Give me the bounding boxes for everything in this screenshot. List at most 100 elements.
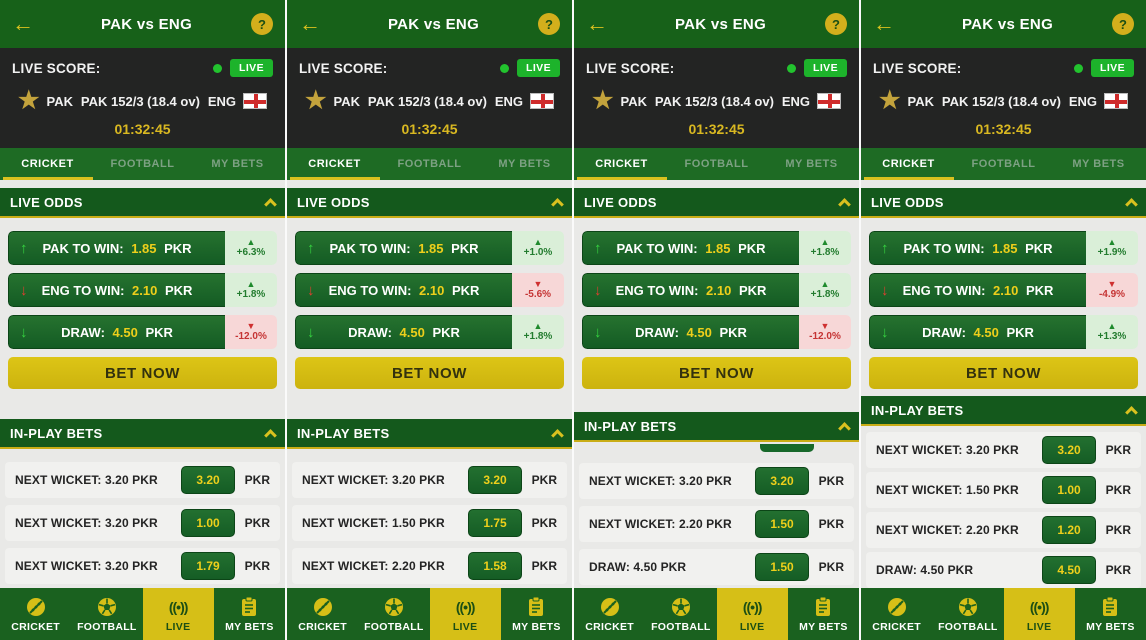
back-arrow-icon[interactable]: ← <box>12 11 34 36</box>
odds-value-button[interactable]: 3.20 <box>468 466 522 494</box>
odds-value-button[interactable]: 1.75 <box>468 509 522 537</box>
tab-football[interactable]: FOOTBALL <box>684 158 749 170</box>
bet-now-button[interactable]: BET NOW <box>869 357 1138 389</box>
odds-value-button[interactable]: 3.20 <box>1042 436 1096 464</box>
help-icon[interactable]: ? <box>1112 13 1134 35</box>
scroll-content[interactable]: LIVE ODDS PAK TO WIN: 1.85 PKR +6.3% ENG… <box>0 180 285 588</box>
live-odds-section-header[interactable]: LIVE ODDS <box>287 188 572 218</box>
odds-value-button[interactable]: 1.58 <box>468 552 522 580</box>
tab-cricket[interactable]: CRICKET <box>308 158 361 170</box>
odds-row[interactable]: PAK TO WIN: 1.85 PKR +1.8% <box>582 231 851 265</box>
back-arrow-icon[interactable]: ← <box>586 11 608 36</box>
odds-row[interactable]: ENG TO WIN: 2.10 PKR -5.6% <box>295 273 564 307</box>
in-play-row[interactable]: DRAW: 4.50 PKR 4.50 PKR <box>866 552 1141 588</box>
in-play-row[interactable]: NEXT WICKET: 3.20 PKR 1.00 PKR <box>5 505 280 541</box>
odds-button[interactable]: ENG TO WIN: 2.10 PKR <box>582 273 799 307</box>
bet-now-button[interactable]: BET NOW <box>582 357 851 389</box>
nav-item-my-bets[interactable]: MY BETS <box>214 588 285 640</box>
nav-item-my-bets[interactable]: MY BETS <box>501 588 572 640</box>
nav-item-football[interactable]: FOOTBALL <box>932 588 1003 640</box>
odds-row[interactable]: DRAW: 4.50 PKR -12.0% <box>582 315 851 349</box>
live-odds-section-header[interactable]: LIVE ODDS <box>574 188 859 218</box>
odds-button[interactable]: PAK TO WIN: 1.85 PKR <box>295 231 512 265</box>
in-play-row[interactable]: DRAW: 4.50 PKR 1.50 PKR <box>579 549 854 585</box>
odds-row[interactable]: ENG TO WIN: 2.10 PKR +1.8% <box>8 273 277 307</box>
bet-now-button[interactable]: BET NOW <box>295 357 564 389</box>
in-play-row[interactable]: NEXT WICKET: 1.50 PKR 1.00 PKR <box>866 472 1141 508</box>
tab-cricket[interactable]: CRICKET <box>595 158 648 170</box>
odds-row[interactable]: DRAW: 4.50 PKR +1.8% <box>295 315 564 349</box>
tab-football[interactable]: FOOTBALL <box>110 158 175 170</box>
odds-value-button[interactable]: 1.50 <box>755 553 809 581</box>
partial-odds-button[interactable] <box>760 444 814 452</box>
odds-value-button[interactable]: 1.00 <box>1042 476 1096 504</box>
odds-row[interactable]: ENG TO WIN: 2.10 PKR -4.9% <box>869 273 1138 307</box>
scroll-content[interactable]: LIVE ODDS PAK TO WIN: 1.85 PKR +1.9% ENG… <box>861 180 1146 588</box>
odds-row[interactable]: PAK TO WIN: 1.85 PKR +1.0% <box>295 231 564 265</box>
nav-item-football[interactable]: FOOTBALL <box>71 588 142 640</box>
odds-button[interactable]: DRAW: 4.50 PKR <box>295 315 512 349</box>
odds-row[interactable]: PAK TO WIN: 1.85 PKR +6.3% <box>8 231 277 265</box>
nav-item-cricket[interactable]: CRICKET <box>861 588 932 640</box>
scroll-content[interactable]: LIVE ODDS PAK TO WIN: 1.85 PKR +1.8% ENG… <box>574 180 859 588</box>
scroll-content[interactable]: LIVE ODDS PAK TO WIN: 1.85 PKR +1.0% ENG… <box>287 180 572 588</box>
in-play-row[interactable]: NEXT WICKET: 3.20 PKR 3.20 PKR <box>866 432 1141 468</box>
nav-item-live[interactable]: ((•)) LIVE <box>716 588 788 640</box>
nav-item-cricket[interactable]: CRICKET <box>0 588 71 640</box>
nav-item-my-bets[interactable]: MY BETS <box>1075 588 1146 640</box>
in-play-row[interactable]: NEXT WICKET: 2.20 PKR 1.20 PKR <box>866 512 1141 548</box>
nav-item-cricket[interactable]: CRICKET <box>574 588 645 640</box>
in-play-section-header[interactable]: IN-PLAY BETS <box>574 412 859 442</box>
odds-button[interactable]: DRAW: 4.50 PKR <box>582 315 799 349</box>
help-icon[interactable]: ? <box>538 13 560 35</box>
help-icon[interactable]: ? <box>251 13 273 35</box>
odds-value-button[interactable]: 3.20 <box>755 467 809 495</box>
odds-button[interactable]: DRAW: 4.50 PKR <box>869 315 1086 349</box>
odds-value-button[interactable]: 1.20 <box>1042 516 1096 544</box>
odds-row[interactable]: PAK TO WIN: 1.85 PKR +1.9% <box>869 231 1138 265</box>
nav-item-cricket[interactable]: CRICKET <box>287 588 358 640</box>
odds-value-button[interactable]: 4.50 <box>1042 556 1096 584</box>
odds-value-button[interactable]: 1.00 <box>181 509 235 537</box>
in-play-section-header[interactable]: IN-PLAY BETS <box>861 396 1146 426</box>
help-icon[interactable]: ? <box>825 13 847 35</box>
tab-cricket[interactable]: CRICKET <box>21 158 74 170</box>
tab-my-bets[interactable]: MY BETS <box>785 158 838 170</box>
in-play-row[interactable]: NEXT WICKET: 2.20 PKR 1.58 PKR <box>292 548 567 584</box>
in-play-row[interactable]: NEXT WICKET: 3.20 PKR 3.20 PKR <box>292 462 567 498</box>
nav-item-my-bets[interactable]: MY BETS <box>788 588 859 640</box>
tab-my-bets[interactable]: MY BETS <box>1072 158 1125 170</box>
tab-my-bets[interactable]: MY BETS <box>211 158 264 170</box>
nav-item-football[interactable]: FOOTBALL <box>358 588 429 640</box>
odds-value-button[interactable]: 1.50 <box>755 510 809 538</box>
odds-row[interactable]: DRAW: 4.50 PKR -12.0% <box>8 315 277 349</box>
odds-button[interactable]: PAK TO WIN: 1.85 PKR <box>582 231 799 265</box>
odds-row[interactable]: DRAW: 4.50 PKR +1.3% <box>869 315 1138 349</box>
tab-cricket[interactable]: CRICKET <box>882 158 935 170</box>
odds-row[interactable]: ENG TO WIN: 2.10 PKR +1.8% <box>582 273 851 307</box>
in-play-section-header[interactable]: IN-PLAY BETS <box>287 419 572 449</box>
nav-item-football[interactable]: FOOTBALL <box>645 588 716 640</box>
in-play-row[interactable]: NEXT WICKET: 3.20 PKR 1.79 PKR <box>5 548 280 584</box>
odds-button[interactable]: DRAW: 4.50 PKR <box>8 315 225 349</box>
tab-football[interactable]: FOOTBALL <box>397 158 462 170</box>
in-play-section-header[interactable]: IN-PLAY BETS <box>0 419 285 449</box>
in-play-row[interactable]: NEXT WICKET: 2.20 PKR 1.50 PKR <box>579 506 854 542</box>
back-arrow-icon[interactable]: ← <box>873 11 895 36</box>
odds-button[interactable]: ENG TO WIN: 2.10 PKR <box>869 273 1086 307</box>
odds-button[interactable]: PAK TO WIN: 1.85 PKR <box>8 231 225 265</box>
tab-football[interactable]: FOOTBALL <box>971 158 1036 170</box>
odds-button[interactable]: PAK TO WIN: 1.85 PKR <box>869 231 1086 265</box>
nav-item-live[interactable]: ((•)) LIVE <box>142 588 214 640</box>
tab-my-bets[interactable]: MY BETS <box>498 158 551 170</box>
odds-button[interactable]: ENG TO WIN: 2.10 PKR <box>295 273 512 307</box>
nav-item-live[interactable]: ((•)) LIVE <box>1003 588 1075 640</box>
bet-now-button[interactable]: BET NOW <box>8 357 277 389</box>
in-play-row[interactable]: NEXT WICKET: 3.20 PKR 3.20 PKR <box>5 462 280 498</box>
live-odds-section-header[interactable]: LIVE ODDS <box>0 188 285 218</box>
in-play-row[interactable]: NEXT WICKET: 3.20 PKR 3.20 PKR <box>579 463 854 499</box>
odds-value-button[interactable]: 1.79 <box>181 552 235 580</box>
in-play-row[interactable]: NEXT WICKET: 1.50 PKR 1.75 PKR <box>292 505 567 541</box>
odds-value-button[interactable]: 3.20 <box>181 466 235 494</box>
nav-item-live[interactable]: ((•)) LIVE <box>429 588 501 640</box>
